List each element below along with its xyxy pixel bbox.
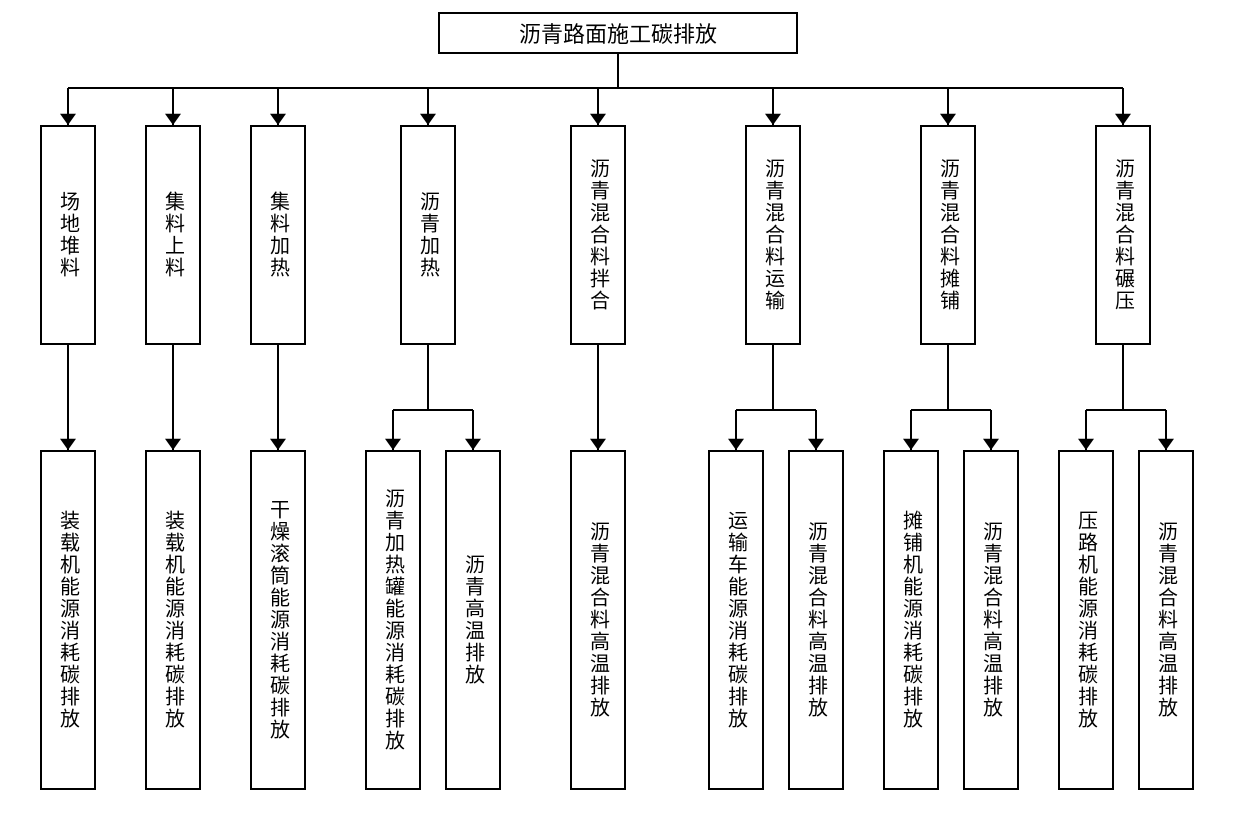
tree-node: 压路机能源消耗碳排放 (1058, 450, 1114, 790)
tree-node: 沥青高温排放 (445, 450, 501, 790)
tree-node: 装载机能源消耗碳排放 (40, 450, 96, 790)
tree-node: 沥青混合料碾压 (1095, 125, 1151, 345)
tree-node: 沥青混合料高温排放 (1138, 450, 1194, 790)
tree-node: 集料上料 (145, 125, 201, 345)
tree-node: 沥青加热 (400, 125, 456, 345)
tree-node: 沥青混合料高温排放 (570, 450, 626, 790)
tree-node: 沥青加热罐能源消耗碳排放 (365, 450, 421, 790)
tree-node: 装载机能源消耗碳排放 (145, 450, 201, 790)
tree-node: 沥青混合料拌合 (570, 125, 626, 345)
tree-node: 沥青混合料运输 (745, 125, 801, 345)
tree-node: 摊铺机能源消耗碳排放 (883, 450, 939, 790)
tree-node: 沥青路面施工碳排放 (438, 12, 798, 54)
tree-node: 集料加热 (250, 125, 306, 345)
tree-node: 沥青混合料摊铺 (920, 125, 976, 345)
tree-node: 场地堆料 (40, 125, 96, 345)
tree-node: 沥青混合料高温排放 (788, 450, 844, 790)
tree-node: 沥青混合料高温排放 (963, 450, 1019, 790)
tree-node: 干燥滚筒能源消耗碳排放 (250, 450, 306, 790)
tree-node: 运输车能源消耗碳排放 (708, 450, 764, 790)
